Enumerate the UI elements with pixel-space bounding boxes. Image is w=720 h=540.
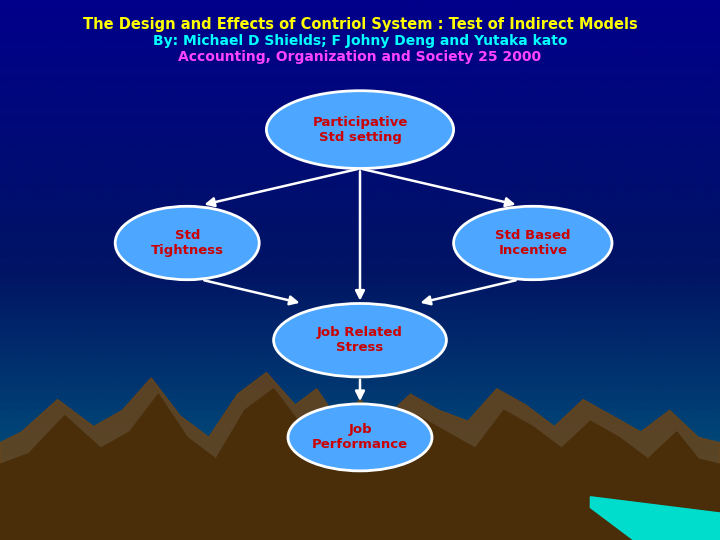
Polygon shape (0, 373, 720, 540)
Text: Job
Performance: Job Performance (312, 423, 408, 451)
Polygon shape (590, 497, 720, 540)
Text: Job Related
Stress: Job Related Stress (317, 326, 403, 354)
Text: The Design and Effects of Contriol System : Test of Indirect Models: The Design and Effects of Contriol Syste… (83, 17, 637, 32)
Text: Std Based
Incentive: Std Based Incentive (495, 229, 570, 257)
Text: Participative
Std setting: Participative Std setting (312, 116, 408, 144)
Ellipse shape (454, 206, 612, 280)
Ellipse shape (115, 206, 259, 280)
Text: Accounting, Organization and Society 25 2000: Accounting, Organization and Society 25 … (179, 50, 541, 64)
Ellipse shape (274, 303, 446, 377)
Text: By: Michael D Shields; F Johny Deng and Yutaka kato: By: Michael D Shields; F Johny Deng and … (153, 34, 567, 48)
Polygon shape (0, 389, 720, 540)
Ellipse shape (288, 404, 432, 471)
Text: Std
Tightness: Std Tightness (150, 229, 224, 257)
Ellipse shape (266, 91, 454, 168)
